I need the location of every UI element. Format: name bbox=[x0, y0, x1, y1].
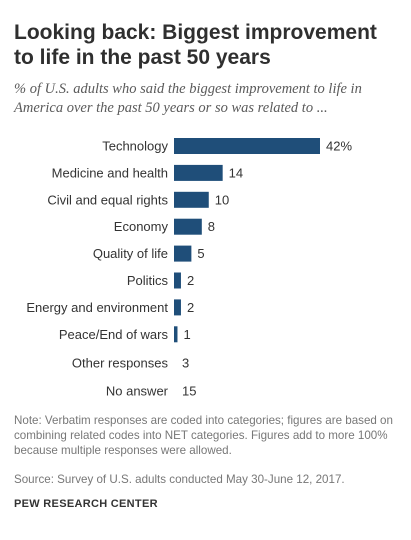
value-label: 2 bbox=[187, 273, 194, 288]
value-label: 8 bbox=[208, 219, 215, 234]
bar bbox=[174, 191, 209, 208]
extra-row-value: 3 bbox=[182, 356, 189, 371]
extra-row-value: 15 bbox=[182, 384, 196, 399]
category-label: Economy bbox=[114, 219, 169, 234]
value-label: 10 bbox=[215, 192, 229, 207]
bar bbox=[174, 245, 192, 262]
chart-note: Note: Verbatim responses are coded into … bbox=[14, 414, 393, 457]
value-label: 2 bbox=[187, 300, 194, 315]
category-label: Technology bbox=[102, 139, 168, 154]
category-label: Civil and equal rights bbox=[47, 192, 168, 207]
value-label: 5 bbox=[197, 246, 204, 261]
value-label: 42% bbox=[326, 139, 352, 154]
chart-subtitle: % of U.S. adults who said the biggest im… bbox=[14, 81, 362, 116]
bar bbox=[174, 218, 202, 235]
bar bbox=[174, 272, 181, 289]
category-label: Quality of life bbox=[93, 246, 168, 261]
extra-row-label: No answer bbox=[106, 384, 169, 399]
category-label: Medicine and health bbox=[52, 165, 168, 180]
bar bbox=[174, 299, 181, 316]
bar bbox=[174, 164, 223, 181]
chart-title: Looking back: Biggest improvement to lif… bbox=[14, 21, 377, 69]
value-label: 14 bbox=[229, 165, 243, 180]
category-label: Peace/End of wars bbox=[59, 327, 169, 342]
value-label: 1 bbox=[183, 327, 190, 342]
extra-row-label: Other responses bbox=[72, 356, 169, 371]
bar-chart: Technology 42% Medicine and health 14 Civil … bbox=[26, 138, 352, 399]
bar bbox=[174, 138, 320, 154]
brand-logo-text: PEW RESEARCH CENTER bbox=[14, 498, 158, 510]
category-label: Energy and environment bbox=[26, 300, 168, 315]
chart-source: Source: Survey of U.S. adults conducted … bbox=[14, 473, 345, 486]
category-label: Politics bbox=[127, 273, 169, 288]
bar bbox=[174, 326, 178, 343]
